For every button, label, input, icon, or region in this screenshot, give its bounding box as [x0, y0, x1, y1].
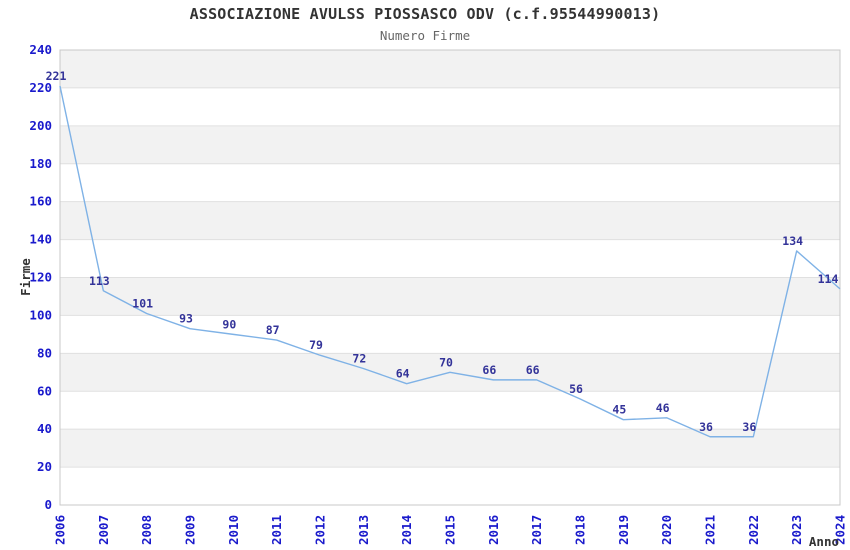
y-tick-label: 20	[37, 459, 52, 474]
y-tick-label: 0	[44, 497, 52, 512]
x-tick-label: 2021	[703, 515, 718, 545]
point-value-label: 113	[89, 274, 110, 288]
point-value-label: 87	[266, 323, 280, 337]
point-value-label: 56	[569, 382, 583, 396]
point-value-label: 66	[526, 363, 540, 377]
y-tick-label: 240	[29, 42, 52, 57]
point-value-label: 64	[396, 367, 410, 381]
plot-bands	[60, 50, 840, 468]
point-value-label: 134	[782, 234, 803, 248]
x-tick-label: 2016	[486, 515, 501, 545]
point-value-label: 70	[439, 355, 453, 369]
x-tick-label: 2020	[659, 515, 674, 545]
point-labels: 221 113 101 93 90 87 79 72 64 70 66 66 56 45 46 36 36 134…	[46, 69, 839, 434]
y-tick-label: 40	[37, 421, 52, 436]
x-tick-label: 2024	[833, 515, 848, 545]
chart-subtitle: Numero Firme	[380, 28, 470, 43]
x-tick-label: 2014	[399, 515, 414, 545]
plot-band	[60, 125, 840, 164]
point-value-label: 221	[46, 69, 67, 83]
point-value-label: 36	[742, 420, 756, 434]
y-tick-label: 220	[29, 80, 52, 95]
plot-gridlines	[60, 49, 840, 506]
y-axis-title: Firme	[18, 258, 33, 296]
x-axis-tick-labels: 2006 2007 2008 2009 2010 2011 2012 2013 2014 2015…	[53, 515, 848, 545]
point-value-label: 101	[132, 297, 153, 311]
y-tick-label: 200	[29, 118, 52, 133]
point-value-label: 46	[656, 401, 670, 415]
chart-title: ASSOCIAZIONE AVULSS PIOSSASCO ODV (c.f.9…	[190, 5, 661, 23]
y-tick-label: 80	[37, 345, 52, 360]
x-tick-label: 2010	[226, 515, 241, 545]
series-line	[59, 85, 841, 438]
y-tick-label: 180	[29, 156, 52, 171]
point-value-label: 114	[818, 272, 839, 286]
x-axis-title: Anno	[809, 534, 839, 549]
point-value-label: 36	[699, 420, 713, 434]
point-value-label: 45	[612, 403, 626, 417]
y-tick-label: 120	[29, 270, 52, 285]
point-value-label: 66	[482, 363, 496, 377]
x-tick-label: 2011	[269, 515, 284, 545]
x-tick-label: 2018	[573, 515, 588, 545]
x-tick-label: 2007	[96, 515, 111, 545]
x-tick-label: 2017	[529, 515, 544, 545]
plot-band	[60, 277, 840, 316]
y-axis-tick-labels: 0 20 40 60 80 100 120 140 160 180 200 220 240	[29, 42, 52, 512]
point-value-label: 90	[222, 317, 236, 331]
plot-border	[59, 49, 841, 506]
x-tick-label: 2008	[139, 515, 154, 545]
plot-band	[60, 201, 840, 240]
y-tick-label: 60	[37, 383, 52, 398]
x-tick-label: 2009	[183, 515, 198, 545]
point-value-label: 93	[179, 312, 193, 326]
y-tick-label: 140	[29, 232, 52, 247]
point-value-label: 72	[352, 352, 366, 366]
x-tick-label: 2019	[616, 515, 631, 545]
x-tick-label: 2015	[443, 515, 458, 545]
x-tick-label: 2013	[356, 515, 371, 545]
plot-band	[60, 50, 840, 88]
x-tick-label: 2023	[789, 515, 804, 545]
y-tick-label: 160	[29, 194, 52, 209]
plot-band	[60, 429, 840, 468]
y-tick-label: 100	[29, 307, 52, 322]
point-value-label: 79	[309, 338, 323, 352]
x-tick-label: 2012	[313, 515, 328, 545]
x-tick-label: 2006	[53, 515, 68, 545]
x-tick-label: 2022	[746, 515, 761, 545]
